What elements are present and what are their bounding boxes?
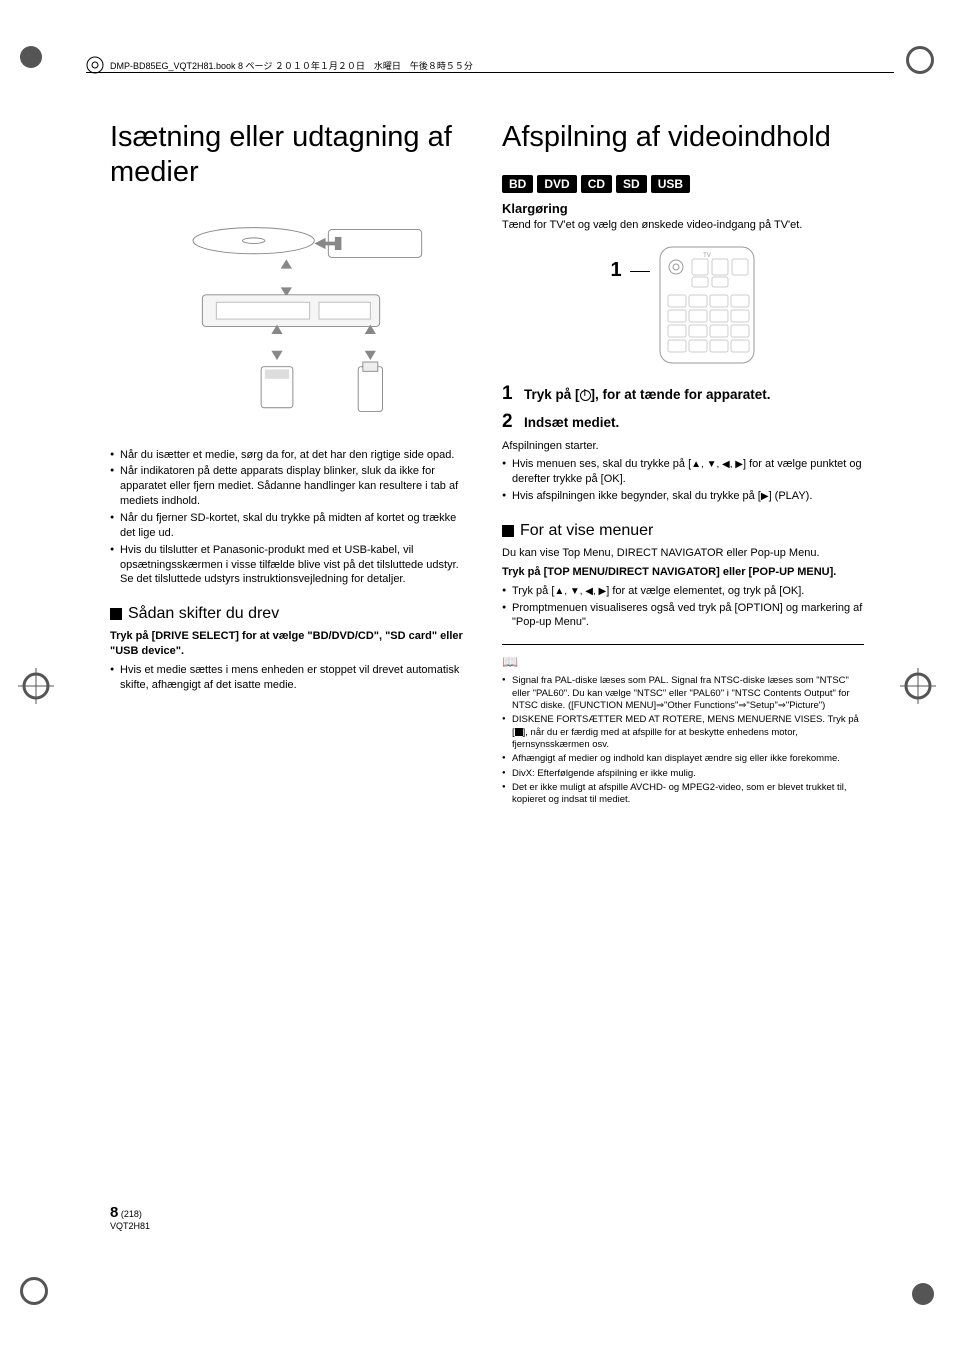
page-number-alt: (218) — [121, 1209, 142, 1219]
badge-bd: BD — [502, 175, 533, 193]
badge-sd: SD — [616, 175, 647, 193]
right-column: Afspilning af videoindhold BD DVD CD SD … — [502, 120, 864, 1231]
after-steps-bullets: Hvis menuen ses, skal du trykke på [▲, ▼… — [502, 457, 864, 504]
remote-illustration: 1 TV — [502, 245, 864, 365]
left-column: Isætning eller udtagning af medier — [110, 120, 472, 1231]
menus-instruction: Tryk på [TOP MENU/DIRECT NAVIGATOR] elle… — [502, 565, 864, 580]
menus-bullet: Promptmenuen visualiseres også ved tryk … — [502, 601, 864, 631]
svg-text:TV: TV — [703, 253, 711, 259]
left-bullets: Når du isætter et medie, sørg da for, at… — [110, 448, 472, 588]
direction-icons: ▲, ▼, ◀, ▶ — [554, 586, 606, 597]
reg-mark-mid-left — [18, 668, 54, 709]
notes-list: Signal fra PAL-diske læses som PAL. Sign… — [502, 675, 864, 806]
left-bullet: Når indikatoren på dette apparats displa… — [110, 464, 472, 509]
reg-mark-bot-left — [20, 1277, 48, 1305]
drive-note-list: Hvis et medie sættes i mens enheden er s… — [110, 663, 472, 693]
step-1: 1 Tryk på [], for at tænde for apparatet… — [502, 383, 864, 405]
note-item: Afhængigt af medier og indhold kan displ… — [502, 753, 864, 765]
page-footer: 8 (218) VQT2H81 — [110, 1204, 150, 1231]
left-h2-drive: Sådan skifter du drev — [110, 605, 472, 623]
note-item: Det er ikke muligt at afspille AVCHD- og… — [502, 782, 864, 807]
badge-dvd: DVD — [537, 175, 576, 193]
h2-menus: For at vise menuer — [502, 522, 864, 540]
media-illustration — [151, 210, 431, 430]
step-2: 2 Indsæt mediet. — [502, 411, 864, 433]
menus-bullet: Tryk på [▲, ▼, ◀, ▶] for at vælge elemen… — [502, 584, 864, 599]
after-step-bullet: Hvis afspilningen ikke begynder, skal du… — [502, 489, 864, 504]
left-bullet: Hvis du tilslutter et Panasonic-produkt … — [110, 543, 472, 588]
stop-icon — [515, 728, 523, 736]
play-icon: ▶ — [761, 491, 769, 502]
preparation-label: Klargøring — [502, 201, 864, 216]
note-item: DISKENE FORTSÆTTER MED AT ROTERE, MENS M… — [502, 714, 864, 751]
format-badges: BD DVD CD SD USB — [502, 175, 864, 193]
note-item: DivX: Efterfølgende afspilning er ikke m… — [502, 768, 864, 780]
step-number: 2 — [502, 411, 516, 433]
badge-usb: USB — [651, 175, 690, 193]
power-icon — [580, 390, 591, 401]
doc-code: VQT2H81 — [110, 1221, 150, 1231]
drive-note: Hvis et medie sættes i mens enheden er s… — [110, 663, 472, 693]
step-2-text: Indsæt mediet. — [524, 414, 619, 432]
callout-number: 1 — [610, 259, 621, 282]
print-header-line — [86, 72, 894, 73]
note-icon: 📖 — [502, 654, 518, 669]
steps-list: 1 Tryk på [], for at tænde for apparatet… — [502, 383, 864, 433]
left-bullet: Når du isætter et medie, sørg da for, at… — [110, 448, 472, 463]
menus-intro: Du kan vise Top Menu, DIRECT NAVIGATOR e… — [502, 546, 864, 561]
remote-icon: TV — [658, 245, 756, 365]
playback-starts: Afspilningen starter. — [502, 439, 864, 454]
page-number: 8 — [110, 1204, 118, 1221]
print-header-text: DMP-BD85EG_VQT2H81.book 8 ページ ２０１０年１月２０日… — [110, 59, 473, 72]
reg-mark-top-left — [20, 46, 42, 68]
right-title: Afspilning af videoindhold — [502, 120, 864, 155]
reg-mark-top-right — [906, 46, 934, 74]
left-bullet: Når du fjerner SD-kortet, skal du trykke… — [110, 511, 472, 541]
after-step-bullet: Hvis menuen ses, skal du trykke på [▲, ▼… — [502, 457, 864, 487]
note-item: Signal fra PAL-diske læses som PAL. Sign… — [502, 675, 864, 712]
left-title: Isætning eller udtagning af medier — [110, 120, 472, 190]
divider — [502, 644, 864, 645]
preparation-text: Tænd for TV'et og vælg den ønskede video… — [502, 218, 864, 233]
callout-line — [630, 271, 650, 272]
menus-bullets: Tryk på [▲, ▼, ◀, ▶] for at vælge elemen… — [502, 584, 864, 631]
reg-mark-bot-right — [912, 1283, 934, 1305]
drive-instruction: Tryk på [DRIVE SELECT] for at vælge "BD/… — [110, 629, 472, 659]
step-1-text: Tryk på [], for at tænde for apparatet. — [524, 386, 771, 404]
direction-icons: ▲, ▼, ◀, ▶ — [691, 459, 743, 470]
step-number: 1 — [502, 383, 516, 405]
badge-cd: CD — [581, 175, 612, 193]
reg-mark-mid-right — [900, 668, 936, 709]
